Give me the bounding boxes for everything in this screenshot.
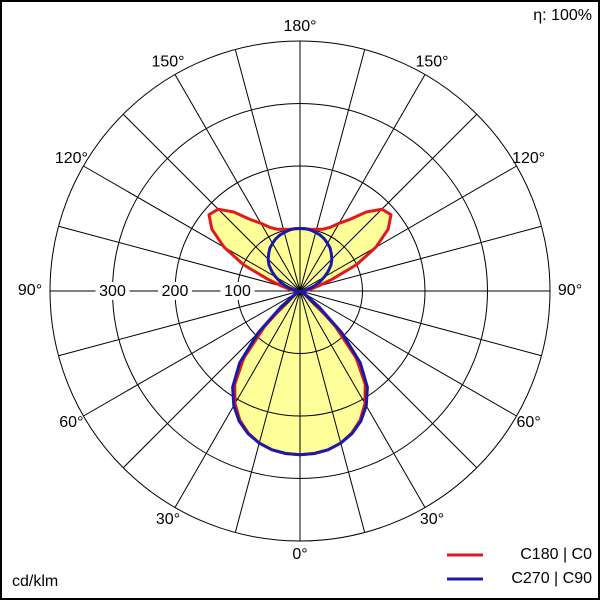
grid-ray	[58, 290, 301, 357]
r-tick-label: 200	[162, 283, 189, 300]
angle-label: 60°	[59, 414, 83, 431]
grid-ray	[83, 165, 301, 292]
grid-ray	[299, 74, 426, 292]
grid-ray	[299, 290, 426, 508]
grid-ray	[234, 290, 301, 533]
curve	[299, 227, 369, 457]
angle-label: 30°	[420, 511, 444, 528]
curve-fill	[300, 228, 368, 455]
angle-label: 90°	[558, 282, 582, 299]
grid-ray	[234, 49, 301, 292]
grid-ray	[299, 290, 517, 417]
angle-label: 180°	[283, 18, 316, 35]
r-tick-label: 100	[224, 283, 251, 300]
grid-ray	[122, 113, 301, 292]
grid-ray	[299, 165, 517, 292]
grid-ray	[174, 74, 301, 292]
grid-ray	[299, 290, 542, 357]
r-tick-label: 300	[99, 283, 126, 300]
efficiency-label: η: 100%	[533, 7, 592, 24]
fill-layer	[209, 209, 391, 455]
angle-label: 120°	[55, 150, 88, 167]
unit-label: cd/klm	[12, 573, 58, 590]
grid-layer	[49, 40, 551, 542]
r-label-bg	[220, 282, 255, 300]
angle-label: 0°	[292, 546, 307, 563]
grid-ray	[174, 290, 301, 508]
curve-fill	[232, 228, 300, 455]
angle-label: 150°	[151, 54, 184, 71]
legend-label: C270 | C90	[511, 570, 592, 587]
angle-label: 120°	[512, 150, 545, 167]
curve-layer	[207, 207, 393, 457]
angle-label: 60°	[517, 414, 541, 431]
grid-ray	[299, 49, 366, 292]
angle-label: 90°	[18, 282, 42, 299]
angle-label: 30°	[156, 511, 180, 528]
grid-ray	[58, 225, 301, 292]
grid-ray	[299, 225, 542, 292]
r-label-bg	[95, 282, 130, 300]
grid-ray	[299, 113, 478, 292]
curve	[231, 227, 301, 457]
angle-label: 150°	[415, 54, 448, 71]
grid-ray	[299, 290, 366, 533]
r-label-bg	[158, 282, 192, 300]
grid-ray	[83, 290, 301, 417]
legend-label: C180 | C0	[520, 546, 592, 563]
